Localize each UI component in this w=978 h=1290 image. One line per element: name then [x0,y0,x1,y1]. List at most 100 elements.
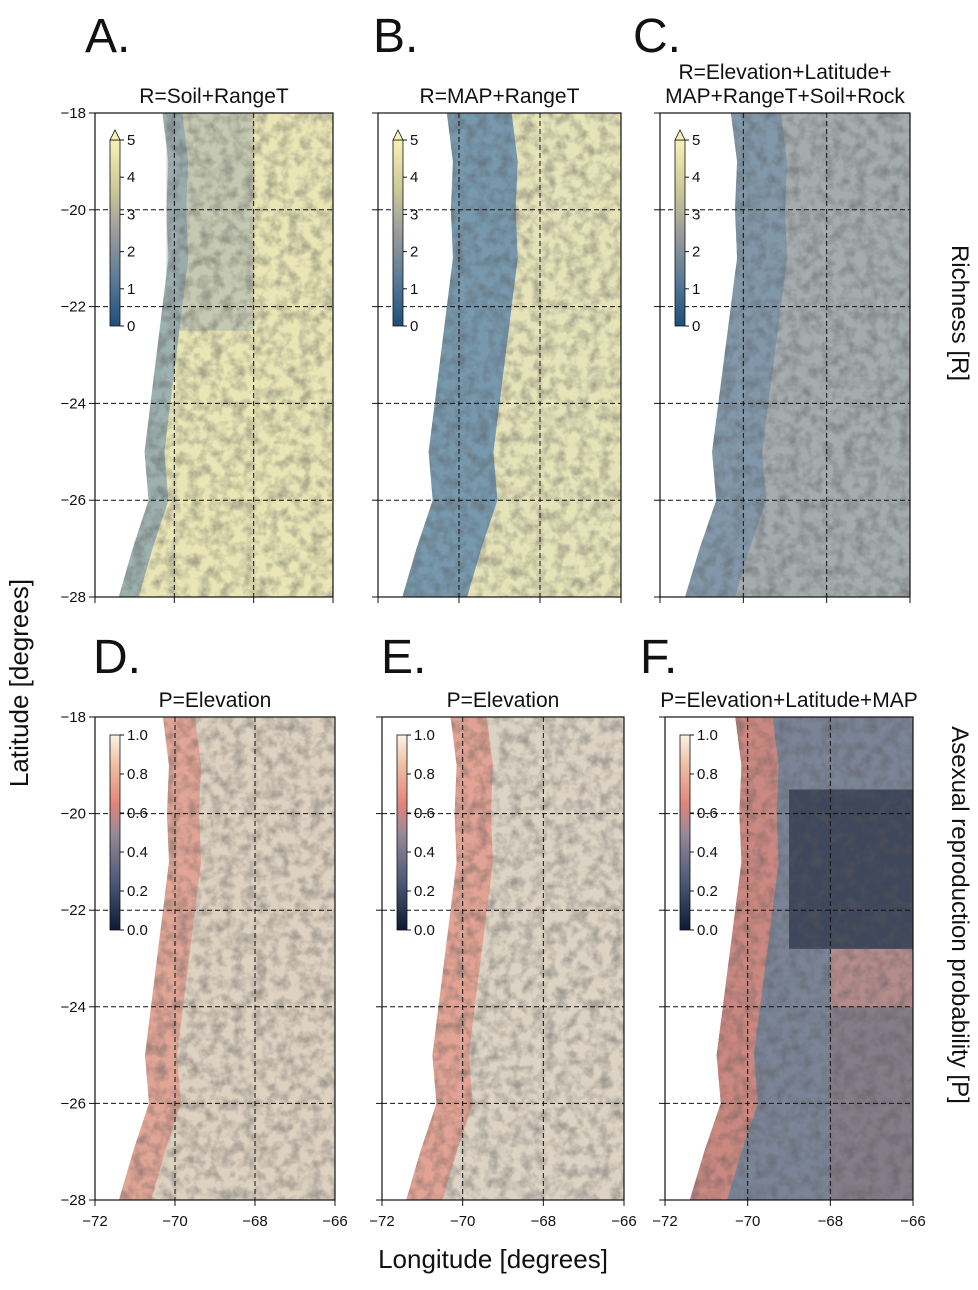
panel-title: MAP+RangeT+Soil+Rock [665,85,905,108]
colorbar-tick-label: 0.4 [414,844,435,861]
colorbar-tick-label: 0.0 [127,922,148,939]
colorbar-tick-label: 0.6 [697,805,718,822]
colorbar [674,139,686,327]
frame [94,716,336,1201]
y-tick-label: −26 [61,1095,86,1112]
panel-title: R=Elevation+Latitude+ [678,61,891,84]
colorbar [679,734,691,931]
y-axis-label: Latitude [degrees] [4,579,34,787]
x-tick-label: −68 [242,1213,267,1230]
colorbar [396,734,408,931]
frame [377,112,622,598]
map-panel: C.R=Elevation+Latitude+MAP+RangeT+Soil+R… [633,10,911,603]
frame [664,716,914,1201]
relief [406,717,624,1200]
colorbar-tick-label: 0.6 [127,805,148,822]
map-panel: −72 −70 −68 −66 E. P=Elevation 0.0 0.2 0.4 0.6 0.8… [369,631,636,1230]
relief [119,717,335,1200]
y-tick-label: −20 [61,202,86,219]
relief-texture [119,717,335,1200]
panel-letter: E. [381,631,426,684]
colorbar [392,139,404,327]
colorbar-tick-label: 3 [410,206,418,223]
panel-letter: A. [85,10,130,63]
y-tick-label: −18 [61,709,86,726]
panel-title: R=Soil+RangeT [139,85,289,108]
colorbar-tick-label: 0 [410,318,418,335]
x-tick-label: −70 [450,1213,475,1230]
panel-letter: F. [640,631,677,684]
colorbar [109,734,121,931]
colorbar-tick-label: 5 [410,132,418,149]
map-panel: −72 −70 −68 −66 F. P=Elevation+Latitude+MAP 0.… [640,631,926,1230]
y-tick-label: −24 [61,999,86,1016]
frame [381,716,625,1201]
row-label: Asexual reproduction probability [P] [946,726,973,1104]
map-panel: B.R=MAP+RangeT 0 1 2 3 4 5 [372,10,622,603]
panel-letter: C. [633,10,681,63]
colorbar-tick-label: 2 [127,244,135,261]
colorbar-tick-label: 5 [127,132,135,149]
colorbar-tick-label: 2 [692,244,700,261]
colorbar-tick-label: 5 [692,132,700,149]
x-tick-label: −68 [818,1213,843,1230]
colorbar-tick-label: 0.6 [414,805,435,822]
colorbar-tick-label: 0.4 [127,844,148,861]
relief-texture [406,717,624,1200]
colorbar-tick-label: 4 [692,169,700,186]
y-tick-label: −22 [61,902,86,919]
colorbar-tick-label: 0.0 [414,922,435,939]
panel-title: P=Elevation [159,689,272,712]
panel-title: P=Elevation [447,689,560,712]
colorbar [109,139,121,327]
colorbar-tick-label: 3 [127,206,135,223]
x-tick-label: −70 [735,1213,760,1230]
panel-title: R=MAP+RangeT [420,85,580,108]
relief [689,717,913,1200]
x-axis-label: Longitude [degrees] [378,1244,608,1274]
y-tick-label: −20 [61,806,86,823]
relief-texture [689,717,913,1200]
colorbar-tick-label: 3 [692,206,700,223]
y-tick-label: −18 [61,105,86,122]
colorbar-tick-label: 1.0 [414,727,435,744]
colorbar-tick-label: 1.0 [697,727,718,744]
colorbar-tick-label: 4 [410,169,418,186]
x-tick-label: −66 [611,1213,636,1230]
colorbar-tick-label: 1 [127,281,135,298]
colorbar-tick-label: 0 [692,318,700,335]
x-tick-label: −72 [82,1213,107,1230]
y-tick-label: −22 [61,299,86,316]
y-tick-label: −28 [61,1192,86,1209]
panel-title: P=Elevation+Latitude+MAP [660,689,917,712]
colorbar-tick-label: 0.4 [697,844,718,861]
x-tick-label: −70 [162,1213,187,1230]
y-tick-label: −28 [61,589,86,606]
x-tick-label: −72 [652,1213,677,1230]
colorbar-tick-label: 0.0 [697,922,718,939]
colorbar-extend [674,129,686,141]
colorbar-tick-label: 0.8 [414,766,435,783]
frame [659,112,911,598]
colorbar-tick-label: 0 [127,318,135,335]
colorbar-extend [109,129,121,141]
map-panel: −18 −20 −22 −24 −26 −28 A. R=Soil+RangeT 0 1 2 3 4 5 [61,10,334,606]
colorbar-tick-label: 1 [692,281,700,298]
x-tick-label: −66 [900,1213,925,1230]
x-tick-label: −72 [369,1213,394,1230]
y-tick-label: −26 [61,492,86,509]
y-tick-label: −24 [61,395,86,412]
colorbar-tick-label: 0.8 [127,766,148,783]
x-tick-label: −68 [531,1213,556,1230]
colorbar-extend [392,129,404,141]
frame [94,112,334,598]
colorbar-tick-label: 1 [410,281,418,298]
map-panel: −72 −70 −68 −66 −18 −20 −22 −24 −26 −28 D. P=Elevat… [61,631,348,1230]
row-label: Richness [R] [946,245,973,381]
colorbar-tick-label: 4 [127,169,135,186]
panel-letter: D. [93,631,141,684]
colorbar-tick-label: 1.0 [127,727,148,744]
colorbar-tick-label: 0.2 [414,883,435,900]
colorbar-tick-label: 0.2 [127,883,148,900]
